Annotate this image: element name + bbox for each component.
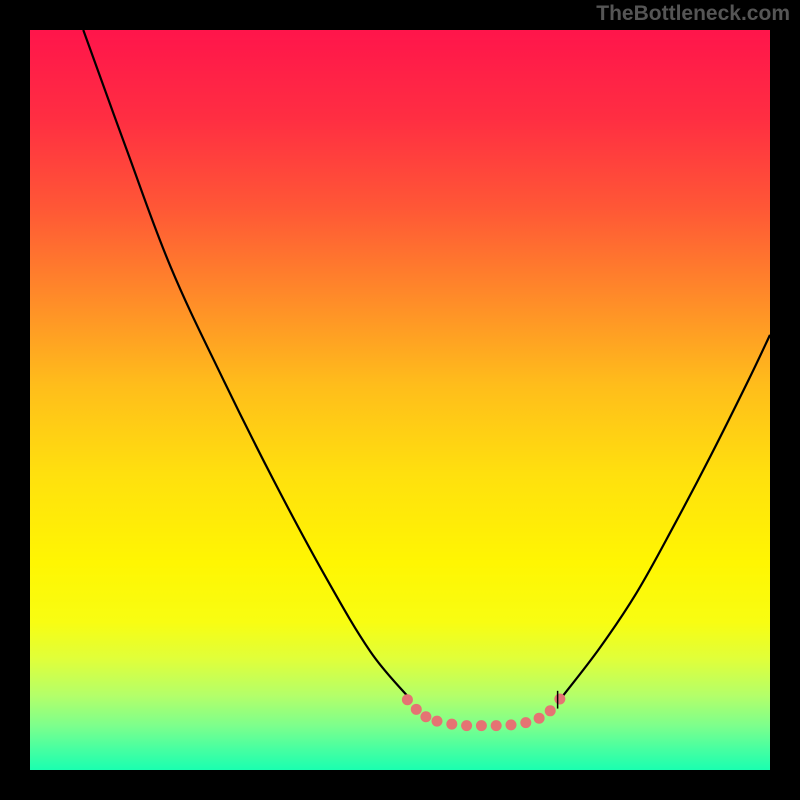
plot-area [30, 30, 770, 770]
left-branch-curve [83, 30, 407, 696]
watermark-label: TheBottleneck.com [596, 2, 790, 26]
valley-marker-dots [402, 693, 565, 731]
chart-overlay [30, 30, 770, 770]
right-branch-curve [563, 335, 770, 696]
